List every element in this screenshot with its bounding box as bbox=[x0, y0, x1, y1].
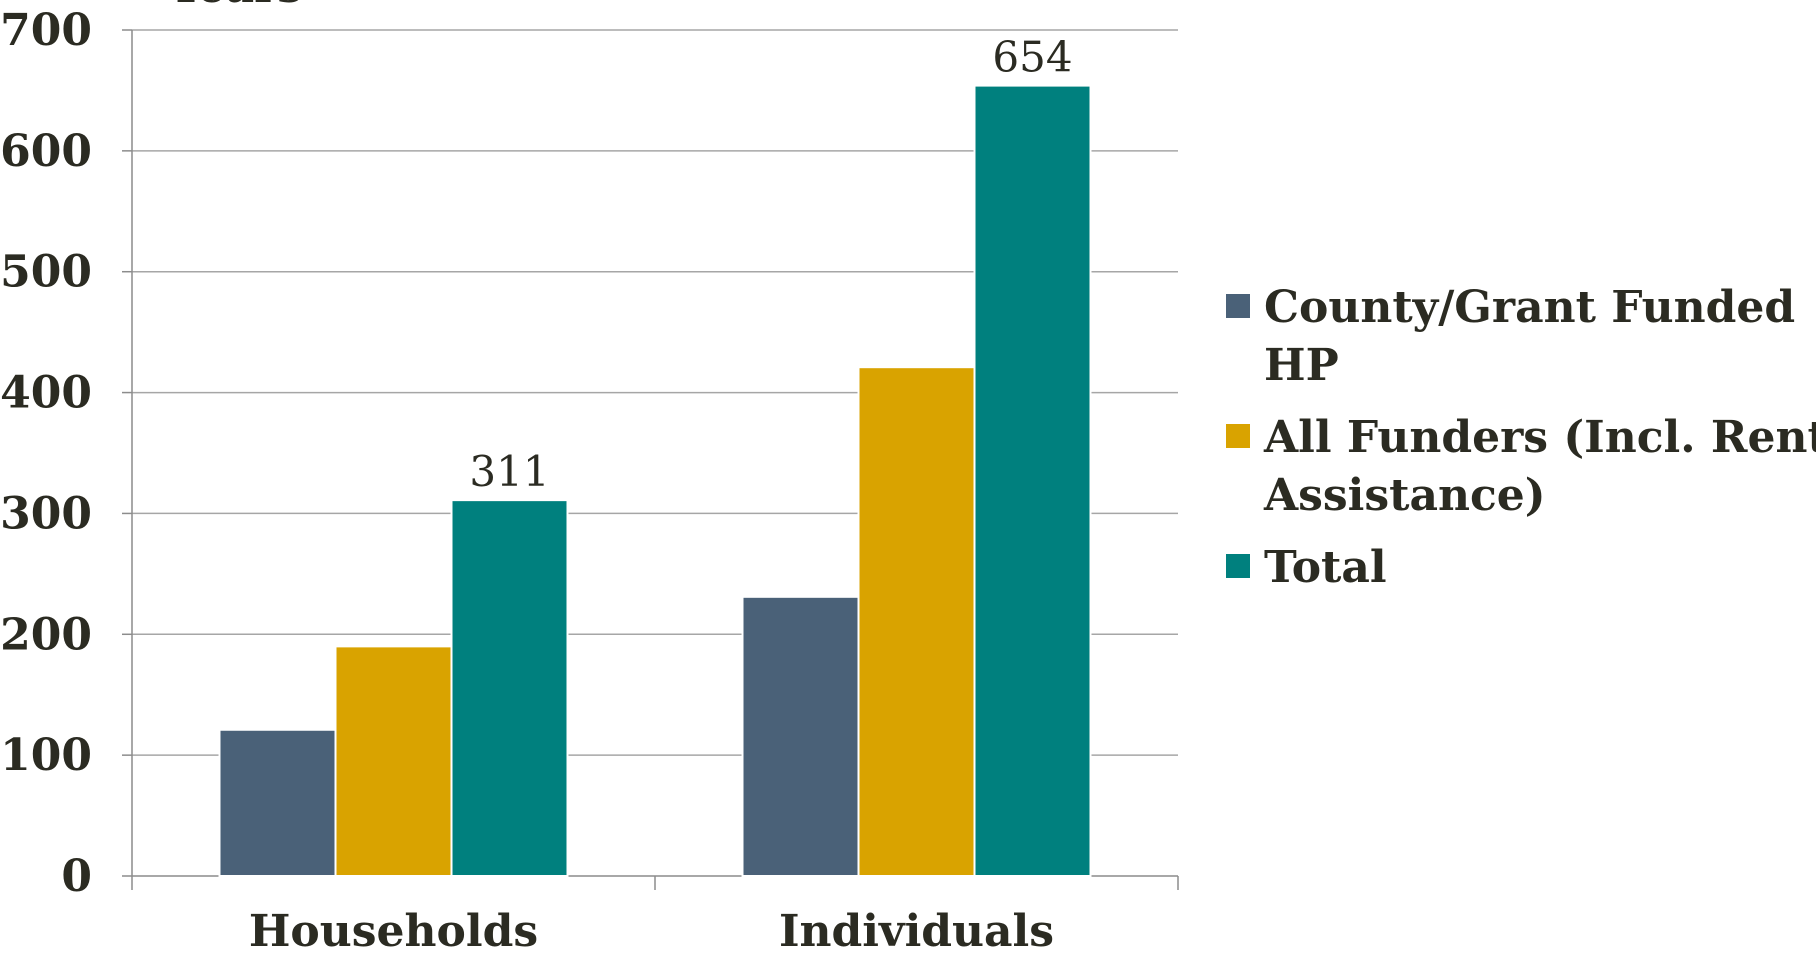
legend-label: County/Grant Funded bbox=[1264, 282, 1795, 333]
y-tick-label: 200 bbox=[0, 609, 92, 660]
x-category-label: Individuals bbox=[779, 906, 1054, 957]
legend-swatch bbox=[1226, 294, 1250, 318]
legend-label: Total bbox=[1264, 542, 1387, 593]
y-tick-label: 600 bbox=[0, 126, 92, 177]
y-tick-label: 700 bbox=[0, 5, 92, 56]
y-tick-label: 400 bbox=[0, 368, 92, 419]
bar-individuals-1 bbox=[857, 366, 976, 877]
legend-swatch bbox=[1226, 424, 1250, 448]
bar-households-2 bbox=[450, 499, 569, 877]
bar-households-1 bbox=[334, 645, 453, 877]
partial-top-label: Years bbox=[169, 0, 302, 13]
data-label: 311 bbox=[469, 447, 549, 496]
legend-swatch bbox=[1226, 554, 1250, 578]
data-label: 654 bbox=[992, 33, 1072, 82]
y-tick-label: 100 bbox=[0, 730, 92, 781]
bar-individuals-0 bbox=[741, 595, 860, 877]
legend-label: Assistance) bbox=[1263, 470, 1546, 521]
legend-label: HP bbox=[1264, 340, 1339, 391]
bar-households-0 bbox=[218, 728, 337, 878]
y-tick-label: 300 bbox=[0, 488, 92, 539]
bar-individuals-2 bbox=[973, 84, 1092, 877]
y-tick-label: 0 bbox=[61, 851, 92, 902]
y-tick-label: 500 bbox=[0, 247, 92, 298]
x-category-label: Households bbox=[249, 906, 538, 957]
legend-label: All Funders (Incl. Rental bbox=[1263, 412, 1816, 463]
